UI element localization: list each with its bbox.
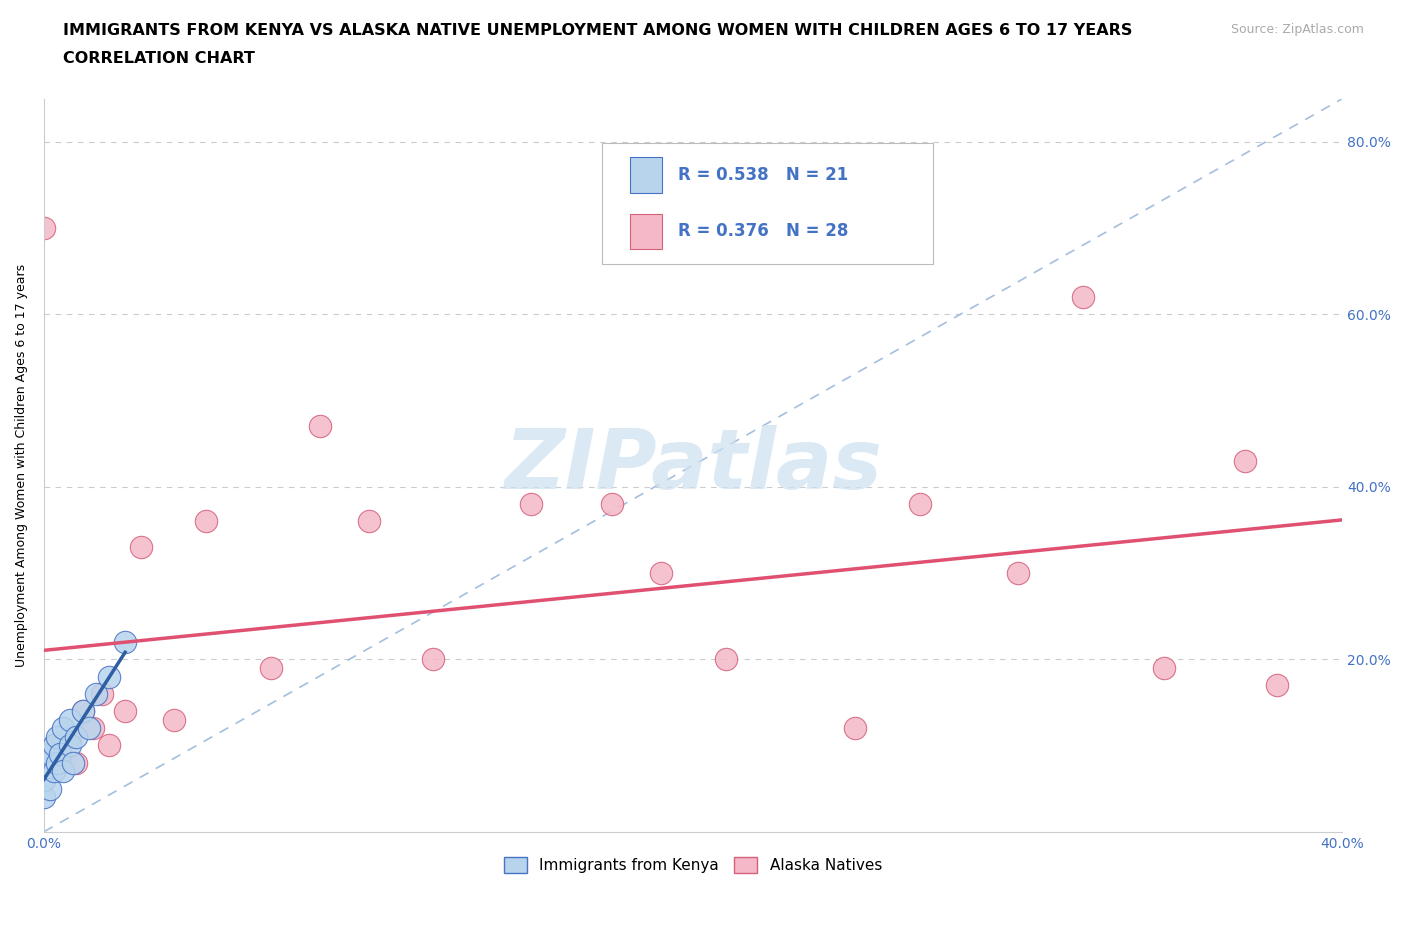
Point [42,764,65,778]
Point [32,755,55,770]
Point [1071,289,1094,304]
Point [82,721,104,736]
Point [910,497,932,512]
Y-axis label: Unemployment Among Women with Children Ages 6 to 17 years: Unemployment Among Women with Children A… [15,263,28,667]
Point [59,729,82,744]
Text: IMMIGRANTS FROM KENYA VS ALASKA NATIVE UNEMPLOYMENT AMONG WOMEN WITH CHILDREN AG: IMMIGRANTS FROM KENYA VS ALASKA NATIVE U… [63,23,1133,38]
Point [1233,454,1256,469]
Point [357,514,380,529]
Point [62,755,84,770]
Text: CORRELATION CHART: CORRELATION CHART [63,51,254,66]
Point [32,220,55,235]
Point [39,747,62,762]
Point [49,755,72,770]
Point [59,738,82,753]
Point [195,514,218,529]
Point [844,721,866,736]
Point [42,738,65,753]
Point [32,773,55,788]
Point [97,669,120,684]
Point [260,660,283,675]
Point [91,686,114,701]
Point [422,652,444,667]
Text: ZIPatlas: ZIPatlas [505,425,882,506]
Point [131,539,153,554]
Text: R = 0.376   N = 28: R = 0.376 N = 28 [678,222,848,240]
FancyBboxPatch shape [602,142,934,263]
Point [1265,678,1288,693]
Point [46,729,69,744]
Text: Source: ZipAtlas.com: Source: ZipAtlas.com [1230,23,1364,36]
Point [714,652,737,667]
Point [65,729,87,744]
Point [59,712,82,727]
Text: R = 0.538   N = 21: R = 0.538 N = 21 [678,166,848,184]
Point [1007,565,1029,580]
Point [52,721,75,736]
Point [114,704,136,719]
Point [308,419,330,434]
Point [39,781,62,796]
Point [42,738,65,753]
Bar [630,214,662,249]
Point [84,686,107,701]
Point [32,790,55,804]
Point [520,497,543,512]
Point [650,565,672,580]
Point [46,755,69,770]
Point [79,721,101,736]
Point [49,747,72,762]
Point [97,738,120,753]
Point [1153,660,1175,675]
Point [65,755,87,770]
Point [72,704,94,719]
Point [600,497,623,512]
Point [52,764,75,778]
Bar [630,157,662,193]
Legend: Immigrants from Kenya, Alaska Natives: Immigrants from Kenya, Alaska Natives [498,851,889,879]
Point [72,704,94,719]
Point [114,634,136,649]
Point [163,712,186,727]
